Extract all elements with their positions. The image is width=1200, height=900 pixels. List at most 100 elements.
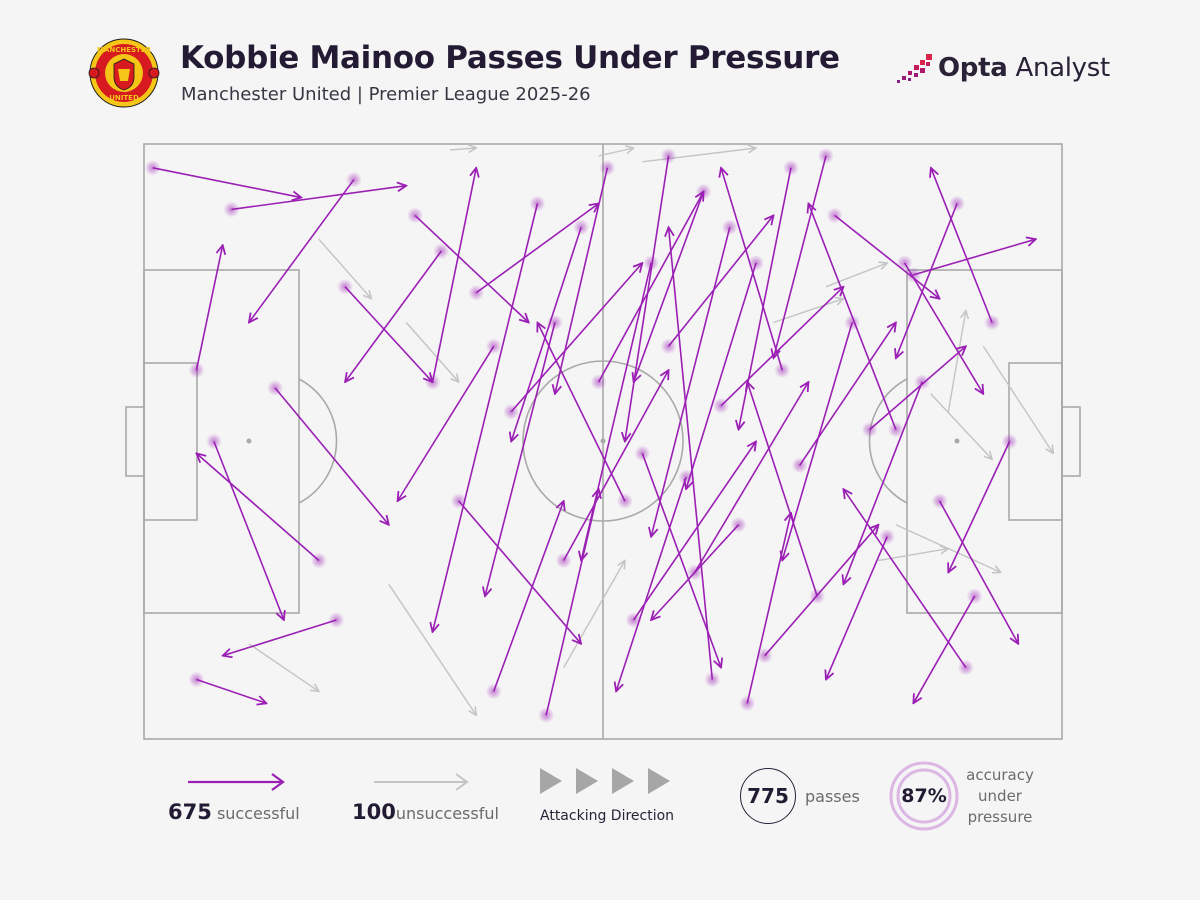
- successful-pass-54: [555, 167, 609, 394]
- successful-pass-6: [213, 441, 284, 621]
- successful-pass-53: [545, 489, 598, 716]
- crest-text-top: MANCHESTER: [97, 46, 152, 54]
- accuracy-label-line-3: pressure: [967, 808, 1033, 826]
- right-penalty-spot: [954, 438, 960, 444]
- successful-pass-41: [938, 500, 1019, 644]
- successful-pass-38: [826, 536, 888, 680]
- successful-passes: [144, 147, 1036, 724]
- successful-pass-39: [903, 262, 984, 394]
- successful-pass-50: [913, 239, 1035, 276]
- accuracy-label-line-2: under: [978, 787, 1022, 805]
- left-goal: [125, 406, 145, 477]
- unsuccessful-count: 100: [352, 800, 396, 824]
- successful-pass-9: [196, 453, 320, 562]
- successful-pass-30: [686, 262, 757, 489]
- total-passes-label: passes: [805, 787, 860, 806]
- successful-pass-15: [433, 203, 539, 632]
- successful-pass-49: [739, 167, 792, 430]
- brand-text: Opta Analyst: [938, 53, 1110, 83]
- successful-legend-arrow: [188, 773, 285, 791]
- successful-pass-1: [231, 186, 406, 211]
- unsuccessful-pass-7: [895, 524, 1001, 573]
- successful-pass-17: [485, 322, 556, 597]
- unsuccessful-pass-1: [598, 148, 634, 157]
- successful-pass-5: [274, 387, 389, 525]
- unsuccessful-pass-10: [405, 322, 458, 383]
- unsuccessful-legend-arrow: [374, 773, 469, 791]
- successful-count: 675: [168, 800, 212, 824]
- unsuccessful-pass-9: [825, 263, 887, 288]
- successful-pass-35: [834, 214, 940, 298]
- unsuccessful-passes: [248, 148, 1053, 715]
- unsuccessful-pass-4: [388, 583, 476, 715]
- successful-pass-8: [196, 678, 266, 704]
- successful-pass-21: [537, 323, 626, 502]
- successful-pass-14: [510, 263, 642, 413]
- successful-pass-55: [746, 513, 791, 704]
- successful-legend-label: 675 successful: [168, 800, 300, 824]
- accuracy-value: 87%: [901, 785, 947, 807]
- successful-pass-26: [694, 382, 809, 573]
- successful-pass-34: [747, 382, 818, 597]
- successful-pass-27: [634, 191, 705, 382]
- centre-circle: [522, 360, 684, 522]
- successful-pass-29: [651, 524, 740, 620]
- opta-logo-icon: [897, 54, 932, 83]
- successful-pass-36: [782, 322, 853, 561]
- successful-pass-51: [843, 489, 967, 669]
- accuracy-label-line-1: accuracy: [966, 766, 1034, 784]
- successful-pass-58: [641, 453, 721, 667]
- successful-pass-32: [721, 168, 783, 371]
- successful-pass-47: [669, 227, 714, 680]
- crest-text-bottom: UNITED: [109, 94, 139, 102]
- successful-pass-2: [195, 245, 222, 371]
- pitch-lines: [125, 143, 1081, 740]
- page-subtitle: Manchester United | Premier League 2025-…: [181, 84, 591, 105]
- successful-pass-22: [632, 442, 756, 621]
- brand-bold: Opta: [938, 53, 1008, 83]
- unsuccessful-legend-label: 100unsuccessful: [352, 800, 499, 824]
- successful-pass-33: [799, 323, 896, 466]
- successful-pass-46: [625, 155, 670, 442]
- successful-pass-28: [720, 287, 843, 407]
- unsuccessful-pass-3: [248, 643, 319, 692]
- successful-pass-52: [431, 168, 477, 383]
- successful-pass-10: [414, 214, 529, 322]
- successful-pass-24: [667, 215, 774, 347]
- left-penalty-spot: [246, 438, 252, 444]
- accuracy-ring: [889, 761, 959, 831]
- brand-light: Analyst: [1007, 53, 1110, 83]
- successful-pass-11: [345, 250, 442, 382]
- successful-pass-42: [896, 203, 958, 359]
- unsuccessful-pass-5: [930, 393, 992, 459]
- successful-pass-20: [597, 192, 704, 383]
- successful-pass-44: [931, 168, 993, 323]
- page-title: Kobbie Mainoo Passes Under Pressure: [180, 40, 840, 76]
- unsuccessful-pass-6: [982, 345, 1053, 453]
- successful-label: successful: [216, 804, 300, 823]
- attacking-direction-label: Attacking Direction: [540, 808, 675, 824]
- unsuccessful-pass-11: [563, 561, 625, 668]
- unsuccessful-pass-13: [878, 549, 948, 562]
- successful-pass-4: [344, 286, 432, 382]
- successful-pass-48: [492, 501, 564, 692]
- manchester-united-crest: MANCHESTER UNITED: [88, 38, 160, 108]
- left-penalty-arc: [298, 378, 338, 504]
- right-penalty-arc: [868, 378, 908, 504]
- successful-pass-16: [458, 500, 581, 644]
- accuracy-label: accuracy under pressure: [958, 765, 1042, 828]
- successful-pass-45: [948, 441, 1011, 573]
- unsuccessful-pass-8: [773, 299, 843, 324]
- total-passes-badge: 775: [740, 768, 796, 824]
- unsuccessful-pass-12: [318, 238, 371, 299]
- successful-pass-13: [398, 345, 495, 501]
- successful-pass-7: [223, 619, 337, 656]
- attacking-direction-icon: [540, 768, 670, 794]
- opta-analyst-logo: Opta Analyst: [896, 50, 1110, 86]
- successful-pass-57: [808, 204, 897, 430]
- successful-pass-12: [475, 204, 598, 294]
- successful-pass-19: [511, 227, 582, 441]
- successful-pass-25: [616, 476, 687, 691]
- successful-pass-0: [152, 167, 302, 198]
